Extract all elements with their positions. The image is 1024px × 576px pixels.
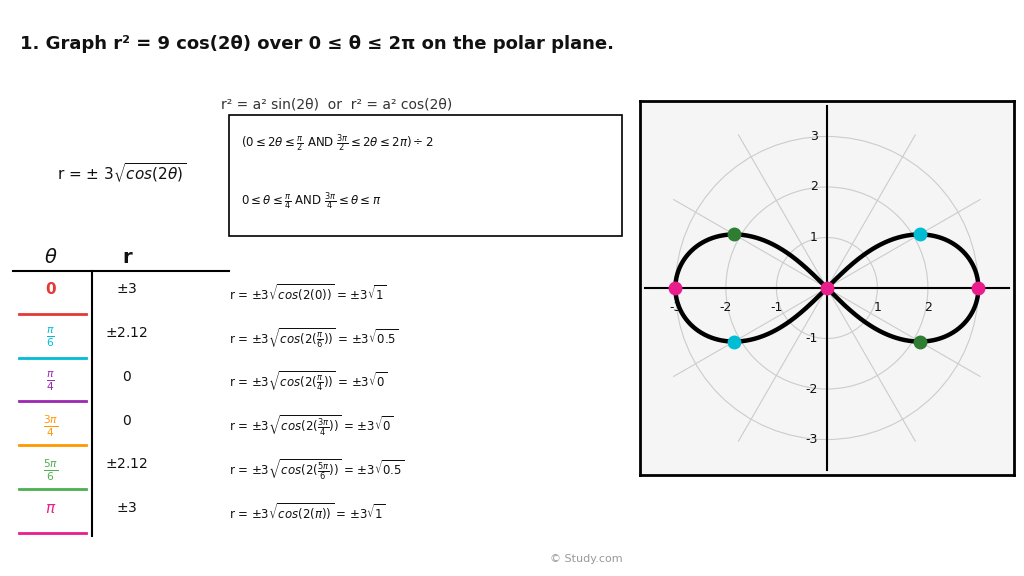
Text: -3: -3 <box>669 301 682 313</box>
Text: $\pm 3$: $\pm 3$ <box>117 282 137 296</box>
Text: $\theta$: $\theta$ <box>44 248 57 267</box>
Text: 1: 1 <box>810 231 818 244</box>
Text: 1. Graph r² = 9 cos(2θ) over 0 ≤ θ ≤ 2π on the polar plane.: 1. Graph r² = 9 cos(2θ) over 0 ≤ θ ≤ 2π … <box>20 35 614 52</box>
Text: $\pm 2.12$: $\pm 2.12$ <box>105 457 148 471</box>
Text: r = $\pm 3\sqrt{cos(2(\frac{3\pi}{4}))}$ = $\pm 3\sqrt{0}$: r = $\pm 3\sqrt{cos(2(\frac{3\pi}{4}))}$… <box>228 414 393 438</box>
Point <box>80 310 92 317</box>
Text: $\pm 3$: $\pm 3$ <box>117 501 137 515</box>
Text: 0: 0 <box>123 414 131 427</box>
Point <box>86 532 98 539</box>
Point <box>80 442 92 449</box>
Text: 1: 1 <box>873 301 882 313</box>
Text: $0 \leq \theta \leq \frac{\pi}{4}$ AND $\frac{3\pi}{4} \leq \theta \leq \pi$: $0 \leq \theta \leq \frac{\pi}{4}$ AND $… <box>242 190 382 212</box>
Text: r: r <box>122 248 132 267</box>
Text: 0: 0 <box>45 282 56 297</box>
Point <box>13 486 26 492</box>
Text: $\frac{\pi}{6}$: $\frac{\pi}{6}$ <box>46 326 55 350</box>
Text: $\frac{\pi}{4}$: $\frac{\pi}{4}$ <box>46 370 55 393</box>
Point <box>13 442 26 449</box>
Text: -1: -1 <box>806 332 818 345</box>
Point <box>80 354 92 361</box>
Point <box>80 398 92 405</box>
Text: $\pm 2.12$: $\pm 2.12$ <box>105 326 148 340</box>
Text: r = $\pm 3\sqrt{cos(2(\frac{\pi}{4}))}$ = $\pm 3\sqrt{0}$: r = $\pm 3\sqrt{cos(2(\frac{\pi}{4}))}$ … <box>228 370 387 393</box>
Text: 2: 2 <box>810 180 818 194</box>
Text: r = $\pm 3\sqrt{cos(2(\frac{5\pi}{6}))}$ = $\pm 3\sqrt{0.5}$: r = $\pm 3\sqrt{cos(2(\frac{5\pi}{6}))}$… <box>228 457 404 482</box>
Point <box>6 267 18 274</box>
Text: $\pi$: $\pi$ <box>45 501 56 516</box>
Text: 3: 3 <box>810 130 818 143</box>
Text: r = $\pm 3\sqrt{cos(2(\pi))}$ = $\pm 3\sqrt{1}$: r = $\pm 3\sqrt{cos(2(\pi))}$ = $\pm 3\s… <box>228 501 385 522</box>
Text: © Study.com: © Study.com <box>550 555 623 564</box>
Text: $\frac{5\pi}{6}$: $\frac{5\pi}{6}$ <box>43 457 58 483</box>
Text: -2: -2 <box>720 301 732 313</box>
Text: $\frac{3\pi}{4}$: $\frac{3\pi}{4}$ <box>43 414 58 439</box>
Point <box>80 529 92 536</box>
Text: 0: 0 <box>123 370 131 384</box>
Text: r = $\pm 3\sqrt{cos(2(0))}$ = $\pm 3\sqrt{1}$: r = $\pm 3\sqrt{cos(2(0))}$ = $\pm 3\sqr… <box>228 282 386 303</box>
Point <box>13 398 26 405</box>
Text: 2: 2 <box>924 301 932 313</box>
Text: -3: -3 <box>806 433 818 446</box>
Point <box>13 310 26 317</box>
Text: r = $\pm 3\sqrt{cos(2(\frac{\pi}{6}))}$ = $\pm 3\sqrt{0.5}$: r = $\pm 3\sqrt{cos(2(\frac{\pi}{6}))}$ … <box>228 326 398 350</box>
Text: -2: -2 <box>806 382 818 396</box>
Point <box>222 267 234 274</box>
Text: r = $\pm$ 3$\sqrt{cos(2\theta)}$: r = $\pm$ 3$\sqrt{cos(2\theta)}$ <box>57 161 186 185</box>
Text: $(0 \leq 2\theta \leq \frac{\pi}{2}$ AND $\frac{3\pi}{2} \leq 2\theta \leq 2\pi): $(0 \leq 2\theta \leq \frac{\pi}{2}$ AND… <box>242 132 434 154</box>
Point <box>80 486 92 492</box>
Point <box>86 267 98 274</box>
Text: -1: -1 <box>770 301 782 313</box>
Text: r² = a² sin(2θ)  or  r² = a² cos(2θ): r² = a² sin(2θ) or r² = a² cos(2θ) <box>221 98 453 112</box>
Point <box>13 354 26 361</box>
Point <box>13 529 26 536</box>
